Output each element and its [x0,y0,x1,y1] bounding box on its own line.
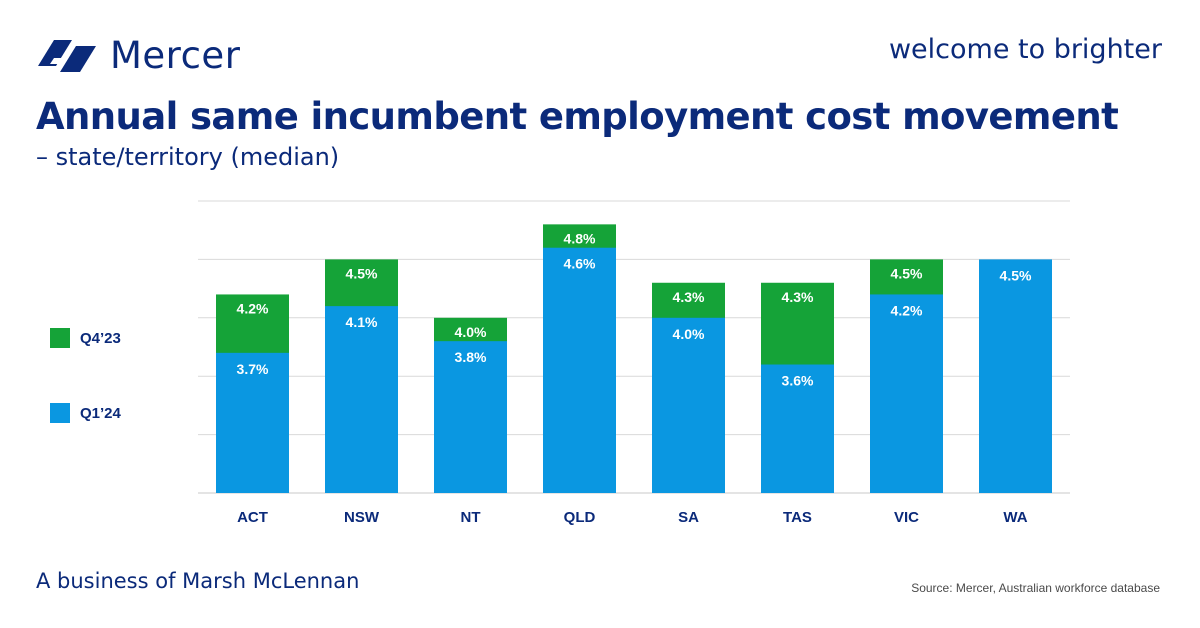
data-label-q4-23-act: 4.2% [237,300,269,316]
bar-q1-24-act [216,352,289,493]
legend-item-q1-24: Q1’24 [50,403,121,423]
bar-q1-24-vic [870,294,943,493]
legend-label-q1-24: Q1’24 [80,404,121,422]
tagline: welcome to brighter [888,34,1162,65]
x-tick-label-tas: TAS [783,509,812,526]
data-label-q4-23-tas: 4.3% [782,289,814,305]
bar-q1-24-tas [761,364,834,493]
bar-q1-24-wa [979,259,1052,493]
bar-q1-24-nsw [325,306,398,493]
data-label-q1-24-sa: 4.0% [673,326,705,342]
data-label-q1-24-tas: 3.6% [782,373,814,389]
business-line: A business of Marsh McLennan [36,569,360,593]
data-label-q4-23-sa: 4.3% [673,289,705,305]
mercer-logo[interactable]: Mercer [36,34,240,77]
source-note: Source: Mercer, Australian workforce dat… [911,581,1160,595]
x-tick-label-act: ACT [237,509,268,526]
page-subtitle: – state/territory (median) [36,143,340,171]
data-label-q4-23-nt: 4.0% [455,324,487,340]
bar-q1-24-qld [543,247,616,493]
data-label-q1-24-act: 3.7% [237,361,269,377]
bar-q1-24-sa [652,317,725,493]
x-tick-label-wa: WA [1003,509,1027,526]
x-tick-label-sa: SA [678,509,699,526]
mercer-logo-icon [38,39,96,72]
data-label-q1-24-nsw: 4.1% [346,314,378,330]
x-tick-label-qld: QLD [564,509,596,526]
legend-label-q4-23: Q4’23 [80,329,121,347]
legend-item-q4-23: Q4’23 [50,328,121,348]
data-label-q4-23-nsw: 4.5% [346,265,378,281]
x-tick-label-nt: NT [461,509,481,526]
data-label-q4-23-vic: 4.5% [891,265,923,281]
x-tick-label-nsw: NSW [344,509,380,526]
x-tick-label-vic: VIC [894,509,919,526]
legend-swatch-q4-23 [50,328,70,348]
page-title: Annual same incumbent employment cost mo… [36,95,1119,138]
legend-swatch-q1-24 [50,403,70,423]
data-label-q1-24-wa: 4.5% [1000,267,1032,283]
data-label-q1-24-vic: 4.2% [891,302,923,318]
data-label-q4-23-qld: 4.8% [564,230,596,246]
data-label-q1-24-qld: 4.6% [564,256,596,272]
brand-name: Mercer [110,34,241,77]
data-label-q1-24-nt: 3.8% [455,349,487,365]
bar-q1-24-nt [434,341,507,493]
